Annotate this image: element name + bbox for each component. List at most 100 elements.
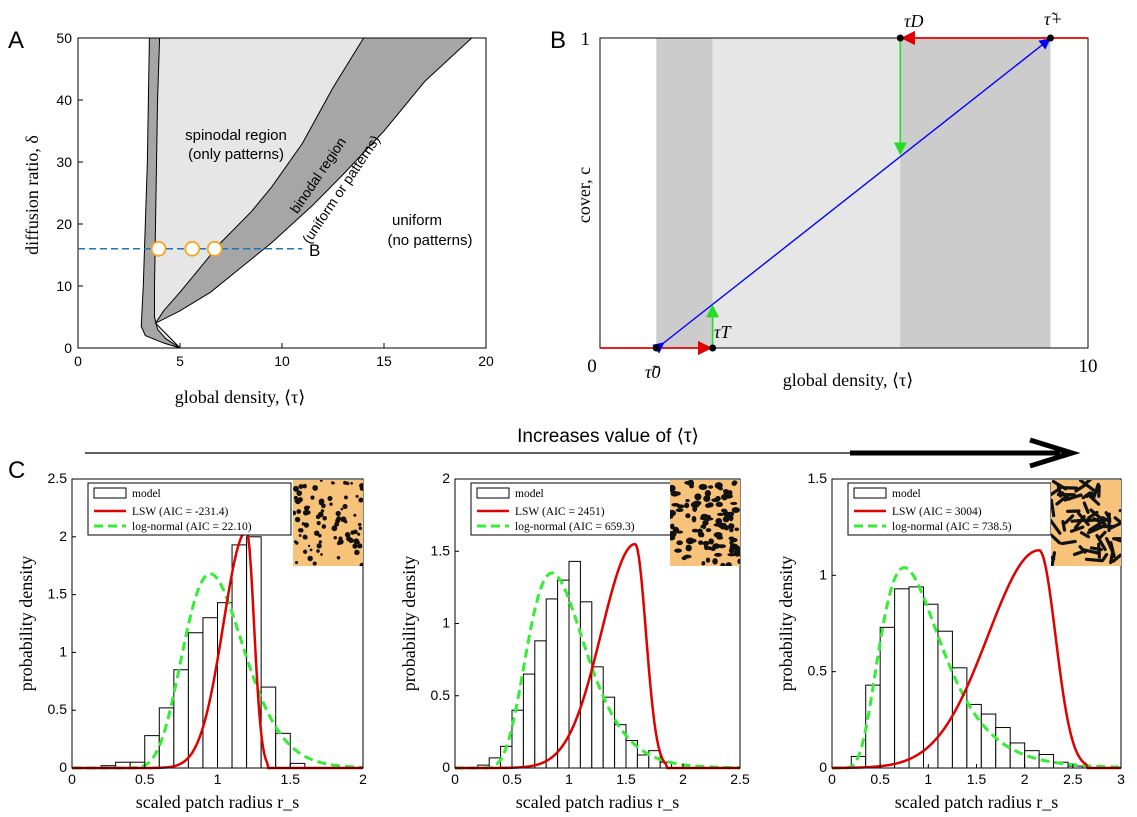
hist-bar [534, 640, 547, 769]
lognormal-curve [455, 571, 741, 770]
pattern-spot [337, 538, 344, 545]
legend-model-text: model [132, 488, 161, 500]
hist-bar [522, 673, 536, 769]
y-tick-label: 1.5 [808, 470, 828, 486]
pattern-spot [670, 514, 674, 519]
spinodal-label-1: spinodal region [185, 127, 287, 144]
y-tick-label: 40 [56, 92, 72, 108]
uniform-label-1: uniform [392, 212, 442, 229]
pattern-stripe [1064, 514, 1075, 525]
tau-d-label: τD [904, 11, 923, 31]
panel-b: B 0 10 1 global density, ⟨τ⟩ cover, c τD τ… [550, 9, 1098, 390]
x-tick-label: 2 [359, 771, 367, 787]
hist-bar [1009, 742, 1026, 769]
hist-ylabel: probability density [399, 556, 419, 691]
x-tick-label: 0 [74, 353, 82, 369]
x-tick-label: 0 [828, 771, 836, 787]
pattern-spot [298, 484, 304, 489]
pattern-spot [734, 545, 740, 553]
pattern-spot [307, 505, 311, 509]
x-tick-label: 2.5 [1063, 771, 1083, 787]
pattern-spot [357, 522, 362, 527]
pattern-spot [298, 534, 302, 537]
y-tick-label: 2 [442, 470, 450, 486]
pattern-spot [716, 512, 725, 517]
pattern-spot [737, 558, 740, 565]
pattern-spot [685, 499, 690, 503]
pattern-spot [708, 538, 714, 545]
y-tick-label: 0.5 [808, 663, 828, 679]
pattern-spot [670, 490, 679, 497]
hist-bar [246, 536, 262, 769]
pattern-spot [296, 509, 302, 514]
x-tick-label: 1 [565, 771, 573, 787]
pattern-spot [705, 528, 712, 533]
pattern-spot [321, 503, 326, 509]
pattern-spot [345, 532, 349, 536]
hist-bar [636, 754, 650, 769]
pattern-spot [307, 544, 311, 548]
pattern-spot [296, 490, 303, 497]
pattern-spot [358, 526, 363, 531]
hist-bar [908, 586, 925, 769]
pattern-spot [701, 561, 706, 566]
pattern-spot [320, 509, 325, 513]
y-tick-label: 0 [64, 340, 72, 356]
x-tick-label: 10 [274, 353, 290, 369]
x-tick-label: 5 [176, 353, 184, 369]
point-tau_T [709, 344, 717, 352]
pattern-spot [302, 534, 308, 540]
x-tick-label: 0 [451, 771, 459, 787]
panel-a-plot: 0 5 10 15 20 0 10 20 30 40 50 [56, 30, 494, 369]
pattern-spot [336, 556, 341, 560]
pattern-spot [685, 544, 692, 552]
uniform-label-2: (no patterns) [387, 232, 472, 249]
pattern-spot [727, 552, 737, 557]
y-tick-label: 1 [581, 29, 591, 50]
hist-ylabel: probability density [16, 556, 36, 691]
spinodal-area [154, 37, 365, 349]
pattern-spot [350, 481, 353, 485]
hist-bar [951, 667, 968, 769]
pattern-stripe [1095, 533, 1107, 552]
y-tick-label: 30 [56, 154, 72, 170]
legend-model-swatch [476, 487, 510, 499]
pattern-spot [691, 515, 697, 523]
pattern-stripe [1082, 480, 1093, 486]
y-tick-label: 0 [442, 759, 450, 775]
y-tick-label: 10 [56, 278, 72, 294]
pattern-stripe [1081, 548, 1101, 555]
pattern-spot [312, 485, 319, 491]
pattern-stripe [1084, 557, 1104, 563]
pattern-stripe [1070, 518, 1089, 523]
pattern-spot [329, 502, 333, 506]
legend-logn-text: log-normal (AIC = 738.5) [892, 521, 1012, 533]
y-tick-label: 1.5 [48, 586, 68, 602]
pattern-stripe [1082, 501, 1090, 514]
pattern-spot [358, 497, 363, 503]
pattern-spot [671, 502, 680, 507]
pattern-spot [317, 533, 322, 538]
pattern-stripe [1051, 518, 1062, 535]
pattern-spot [728, 523, 735, 530]
pattern-spot [334, 521, 340, 527]
pattern-stripe [1109, 521, 1121, 530]
pattern-stripe [1051, 533, 1062, 545]
pattern-spot [723, 525, 730, 531]
panel-a: A 0 5 10 15 20 0 10 20 30 40 50 global density, ⟨τ… [8, 27, 494, 407]
legend-lsw-text: LSW (AIC = 3004) [892, 506, 982, 518]
x-tick-label: 20 [478, 353, 494, 369]
pattern-spot [675, 508, 684, 512]
x-tick-label: 10 [1079, 356, 1098, 377]
pattern-stripe [1101, 552, 1109, 562]
hist-bar [579, 601, 593, 769]
x-tick-label: 1.5 [616, 771, 636, 787]
pattern-spot [293, 495, 298, 500]
pattern-spot [708, 485, 714, 489]
x-tick-label: 2.5 [730, 771, 750, 787]
y-tick-label: 20 [56, 216, 72, 232]
pattern-spot [670, 523, 675, 530]
pattern-spot [344, 495, 348, 500]
pattern-spot [310, 495, 315, 500]
hist-bar [545, 598, 559, 769]
